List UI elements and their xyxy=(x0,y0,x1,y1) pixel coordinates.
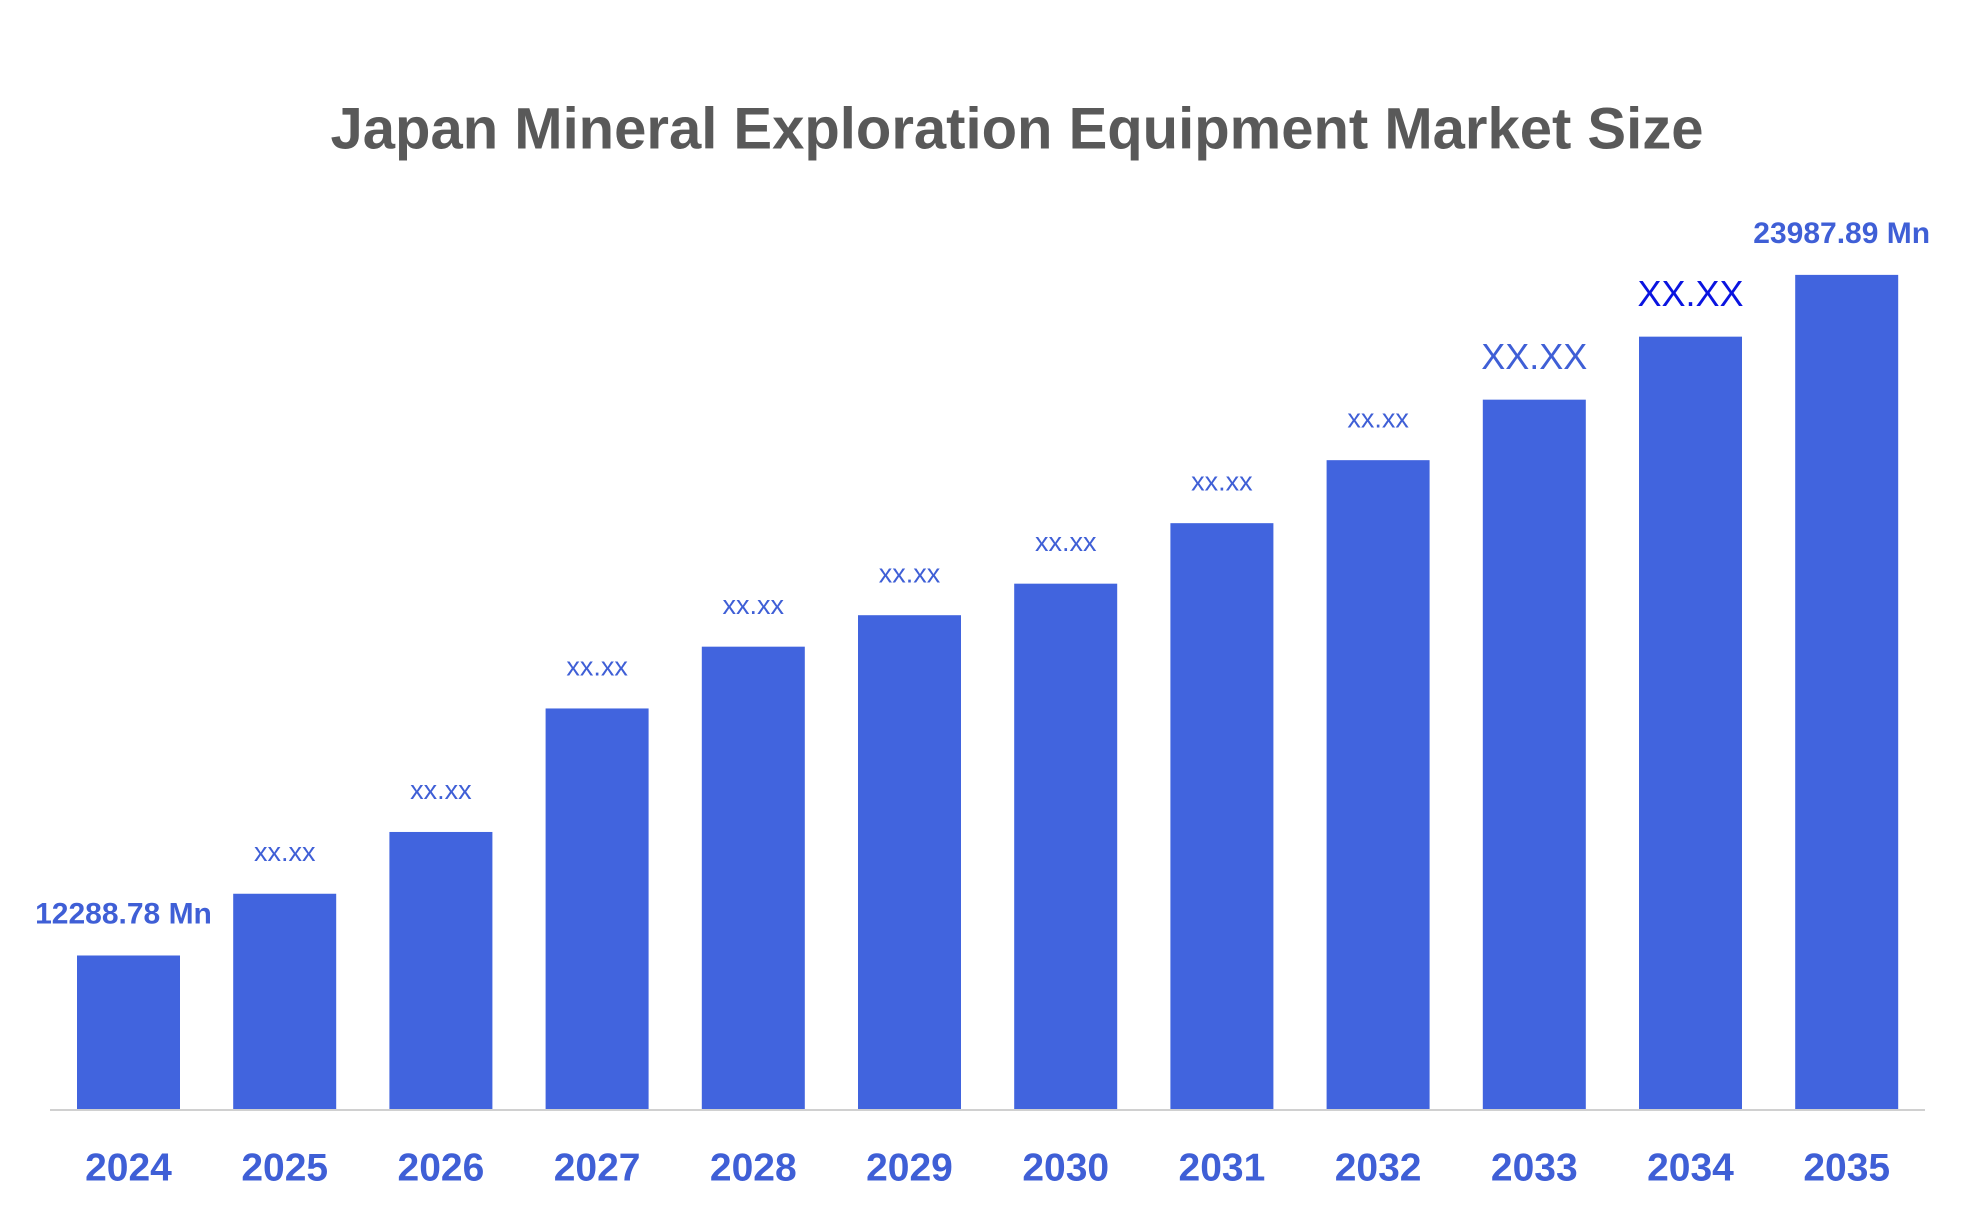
value-label: xx.xx xyxy=(723,590,785,620)
value-label: xx.xx xyxy=(1347,403,1409,433)
value-label: xx.xx xyxy=(1035,527,1097,557)
value-label: xx.xx xyxy=(566,652,628,682)
bar xyxy=(1639,336,1742,1109)
chart-title: Japan Mineral Exploration Equipment Mark… xyxy=(331,96,1704,161)
value-label: xx.xx xyxy=(879,558,941,588)
x-tick-label: 2029 xyxy=(866,1146,953,1189)
bar xyxy=(233,893,337,1109)
value-label: xx.xx xyxy=(254,837,316,867)
bar xyxy=(545,708,649,1109)
bar xyxy=(1014,583,1118,1109)
value-label: xx.xx xyxy=(410,775,472,805)
bar xyxy=(389,831,493,1109)
x-tick-label: 2030 xyxy=(1022,1146,1109,1189)
x-tick-label: 2031 xyxy=(1179,1146,1266,1189)
value-label: 12288.78 Mn xyxy=(35,897,212,930)
x-tick-label: 2025 xyxy=(241,1146,328,1189)
x-tick-label: 2028 xyxy=(710,1146,797,1189)
bar xyxy=(701,646,805,1109)
x-tick-label: 2035 xyxy=(1803,1146,1890,1189)
x-tick-label: 2032 xyxy=(1335,1146,1422,1189)
x-tick-label: 2026 xyxy=(398,1146,485,1189)
x-tick-label: 2027 xyxy=(554,1146,641,1189)
bar xyxy=(1482,399,1586,1109)
x-tick-label: 2024 xyxy=(85,1146,172,1189)
bar xyxy=(858,615,961,1109)
value-label: XX.XX xyxy=(1481,336,1587,377)
value-label: 23987.89 Mn xyxy=(1753,217,1930,250)
x-tick-label: 2033 xyxy=(1491,1146,1578,1189)
bar xyxy=(1795,274,1899,1110)
bar xyxy=(77,955,180,1109)
value-label: xx.xx xyxy=(1191,466,1253,496)
x-tick-label: 2034 xyxy=(1647,1146,1734,1189)
bar xyxy=(1326,460,1430,1109)
bar xyxy=(1170,523,1274,1109)
value-label: XX.XX xyxy=(1637,273,1743,314)
